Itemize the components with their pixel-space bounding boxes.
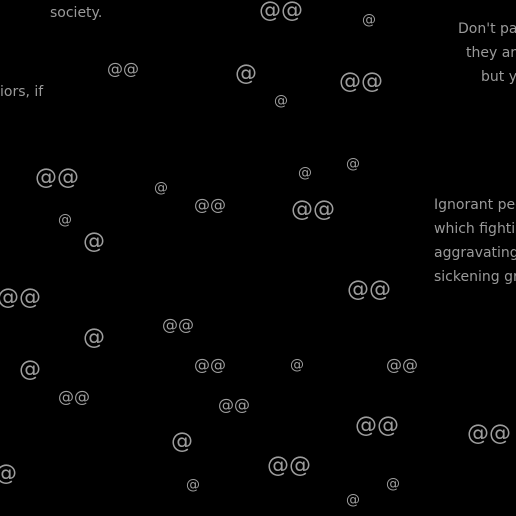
at-symbol: @@: [259, 0, 303, 23]
at-symbol: @: [290, 357, 304, 373]
text-fragment-iors: iors, if: [0, 84, 44, 100]
at-symbol: @: [83, 229, 105, 254]
at-symbol: @@: [355, 413, 399, 438]
at-symbol: @@: [107, 59, 139, 78]
at-symbol: @: [83, 325, 105, 350]
at-symbol: @@: [58, 387, 90, 406]
text-fragment-fighting: which fighting: [434, 221, 516, 237]
at-symbol: @@: [267, 453, 311, 478]
at-symbol: @@: [194, 195, 226, 214]
text-fragment-society: society.: [50, 5, 103, 21]
at-symbol: @: [362, 12, 376, 28]
at-symbol: @@: [386, 355, 418, 374]
at-symbol: @: [171, 429, 193, 454]
at-symbol: @: [58, 212, 72, 228]
at-symbol: @: [19, 357, 41, 382]
text-fragment-aggravating: aggravating, b: [434, 245, 516, 261]
at-symbol: @: [298, 165, 312, 181]
at-symbol: @@: [194, 355, 226, 374]
at-symbol: @: [186, 477, 200, 493]
at-symbol: @: [235, 61, 257, 86]
at-symbol: @@: [35, 165, 79, 190]
at-symbol: @@: [339, 69, 383, 94]
at-symbol: @: [346, 492, 360, 508]
at-symbol: @: [386, 476, 400, 492]
at-symbol: @@: [218, 395, 250, 414]
text-fragment-they-are: they are: [466, 45, 516, 61]
at-symbol: @: [154, 180, 168, 196]
at-symbol: @@: [0, 285, 41, 310]
text-fragment-ignorant: Ignorant peop: [434, 197, 516, 213]
at-symbol: @: [0, 463, 17, 485]
at-symbol: @: [346, 156, 360, 172]
at-symbol: @@: [291, 197, 335, 222]
text-fragment-but-yo: but yo: [481, 69, 516, 85]
text-fragment-sickening: sickening gra: [434, 269, 516, 285]
at-symbol: @@: [347, 277, 391, 302]
text-fragment-dont-part: Don't part: [458, 21, 516, 37]
at-symbol: @: [274, 93, 288, 109]
at-symbol: @@: [467, 421, 511, 446]
at-symbol: @@: [162, 315, 194, 334]
